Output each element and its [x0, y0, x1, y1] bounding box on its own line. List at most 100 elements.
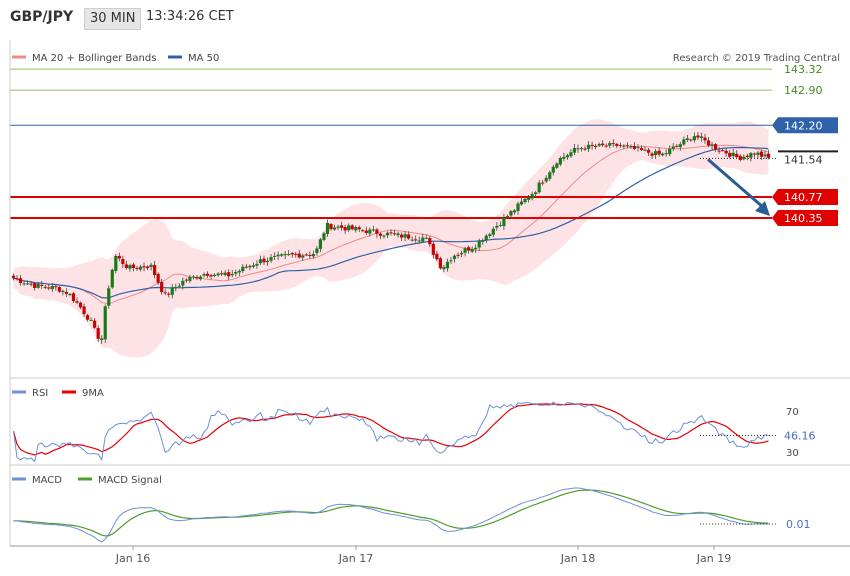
candle-body — [371, 229, 375, 231]
candle-body — [54, 286, 58, 288]
candle-body — [410, 239, 414, 241]
candle-body — [611, 143, 615, 145]
rsi-line — [13, 401, 769, 463]
candle-body — [505, 216, 510, 218]
candle-body — [96, 328, 100, 339]
candle-body — [15, 278, 19, 280]
macd-current-label: 0.01 — [786, 518, 811, 531]
candle-body — [103, 306, 107, 340]
candle-body — [234, 272, 238, 274]
candle-body — [632, 145, 637, 149]
candle-body — [170, 287, 174, 295]
candle-body — [368, 229, 372, 234]
candle-body — [615, 143, 619, 146]
candle-body — [431, 243, 435, 255]
candle-body — [251, 265, 256, 267]
candle-body — [459, 252, 464, 255]
candle-body — [569, 152, 573, 157]
candle-body — [495, 225, 499, 228]
candle-body — [347, 225, 351, 231]
candle-body — [421, 237, 425, 242]
candle-body — [696, 135, 700, 138]
candle-body — [276, 254, 280, 257]
candle-body — [629, 145, 633, 147]
candle-body — [378, 233, 383, 236]
candle-body — [424, 237, 428, 239]
candle-body — [198, 276, 203, 280]
candle-body — [114, 256, 118, 271]
candle-body — [117, 255, 121, 259]
candle-body — [477, 240, 481, 248]
candle-body — [191, 276, 196, 278]
legend-ma20-label: MA 20 + Bollinger Bands — [32, 53, 156, 64]
candle-body — [555, 163, 559, 168]
candle-body — [184, 279, 188, 281]
candle-body — [354, 227, 358, 231]
macd-panel: 0.01 MACD MACD Signal — [12, 475, 811, 543]
candle-body — [590, 144, 594, 146]
candle-body — [392, 233, 397, 235]
candle-body — [692, 136, 697, 141]
candle-body — [216, 273, 220, 276]
candle-body — [318, 239, 323, 249]
candle-body — [131, 264, 136, 268]
candle-body — [209, 275, 213, 277]
legend-macd-label: MACD — [32, 475, 62, 486]
credit-label: Research © 2019 Trading Central — [673, 53, 840, 64]
candle-body — [646, 149, 651, 153]
ma50-price-label: 142.20 — [784, 119, 823, 132]
candle-body — [269, 257, 273, 261]
x-axis-tick-label: Jan 16 — [115, 552, 150, 565]
candles — [11, 132, 771, 344]
candle-body — [40, 284, 44, 286]
candle-body — [241, 266, 245, 272]
timeframe-button[interactable]: 30 MIN — [84, 8, 142, 30]
support-price-tag — [772, 188, 838, 205]
support-price-tag — [772, 210, 838, 227]
candle-body — [579, 148, 584, 150]
candle-body — [562, 156, 566, 159]
candle-body — [738, 155, 742, 161]
candle-body — [583, 148, 587, 150]
candle-body — [534, 192, 538, 195]
candle-body — [255, 263, 259, 266]
candle-body — [618, 145, 622, 147]
candle-body — [78, 302, 83, 308]
rsi-panel: 70 30 46.16 RSI 9MA — [12, 388, 816, 463]
candle-body — [576, 148, 580, 150]
candle-body — [174, 287, 178, 289]
candle-body — [357, 227, 361, 230]
candle-body — [728, 152, 732, 157]
candle-body — [142, 266, 146, 268]
candle-body — [463, 248, 467, 253]
candle-body — [361, 230, 365, 232]
candle-body — [85, 315, 90, 320]
candle-body — [75, 301, 79, 303]
candle-body — [452, 255, 457, 260]
candle-body — [61, 290, 65, 293]
candle-body — [470, 248, 474, 252]
candle-body — [516, 203, 520, 211]
candle-body — [308, 254, 312, 256]
candle-body — [639, 148, 644, 150]
candle-body — [449, 260, 453, 262]
candle-body — [488, 234, 492, 236]
candle-body — [389, 232, 393, 234]
candle-body — [177, 285, 181, 287]
candle-body — [713, 144, 718, 150]
ma50-price-tag — [772, 117, 838, 134]
candle-body — [110, 269, 114, 288]
candle-body — [188, 277, 192, 281]
candle-body — [26, 283, 30, 285]
candle-body — [721, 150, 725, 152]
candle-body — [138, 266, 143, 270]
candle-body — [541, 182, 545, 184]
candle-body — [678, 144, 682, 148]
candle-body — [643, 149, 647, 151]
candle-body — [22, 283, 26, 285]
candle-body — [294, 253, 298, 255]
candle-body — [135, 267, 139, 269]
candle-body — [766, 153, 771, 158]
candle-body — [664, 153, 668, 155]
candle-body — [145, 266, 150, 269]
